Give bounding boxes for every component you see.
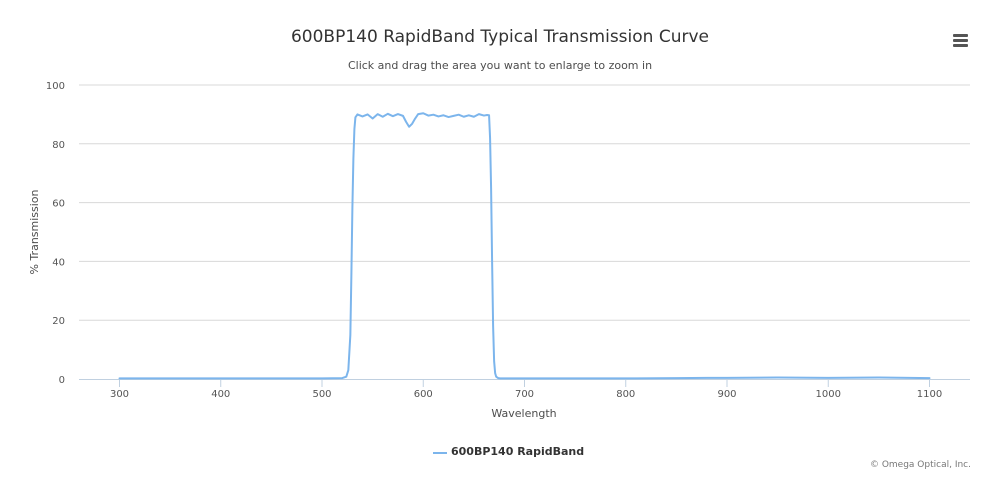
chart-title: 600BP140 RapidBand Typical Transmission … bbox=[290, 27, 709, 47]
legend-swatch bbox=[433, 452, 447, 454]
grid-lines bbox=[79, 84, 970, 321]
x-tick-label: 800 bbox=[616, 389, 635, 400]
x-tick-label: 300 bbox=[110, 389, 129, 400]
y-axis-title: % Transmission bbox=[28, 189, 41, 274]
y-tick-label: 60 bbox=[52, 199, 65, 210]
series-group[interactable] bbox=[118, 112, 931, 380]
x-axis: 300 400 500 600 700 800 900 1000 1100 bbox=[79, 379, 970, 400]
series-line-0[interactable] bbox=[118, 112, 931, 380]
x-tick-label: 700 bbox=[515, 389, 534, 400]
chart-subtitle: Click and drag the area you want to enla… bbox=[347, 59, 653, 72]
credits-link[interactable]: © Omega Optical, Inc. bbox=[869, 460, 971, 470]
x-tick-label: 500 bbox=[312, 389, 331, 400]
x-tick-label: 900 bbox=[717, 389, 736, 400]
y-tick-label: 20 bbox=[52, 316, 65, 327]
y-tick-label: 40 bbox=[52, 257, 65, 268]
hamburger-menu-icon[interactable] bbox=[948, 30, 972, 52]
y-axis: 0 20 40 60 80 100 bbox=[46, 81, 65, 386]
y-tick-label: 80 bbox=[52, 140, 65, 151]
x-tick-label: 1000 bbox=[816, 389, 841, 400]
y-tick-label: 0 bbox=[59, 375, 65, 386]
y-tick-label: 100 bbox=[46, 81, 65, 92]
x-tick-label: 400 bbox=[211, 389, 230, 400]
x-axis-title: Wavelength bbox=[491, 407, 556, 420]
legend-label: 600BP140 RapidBand bbox=[451, 445, 585, 458]
x-tick-label: 1100 bbox=[917, 389, 942, 400]
x-tick-label: 600 bbox=[414, 389, 433, 400]
